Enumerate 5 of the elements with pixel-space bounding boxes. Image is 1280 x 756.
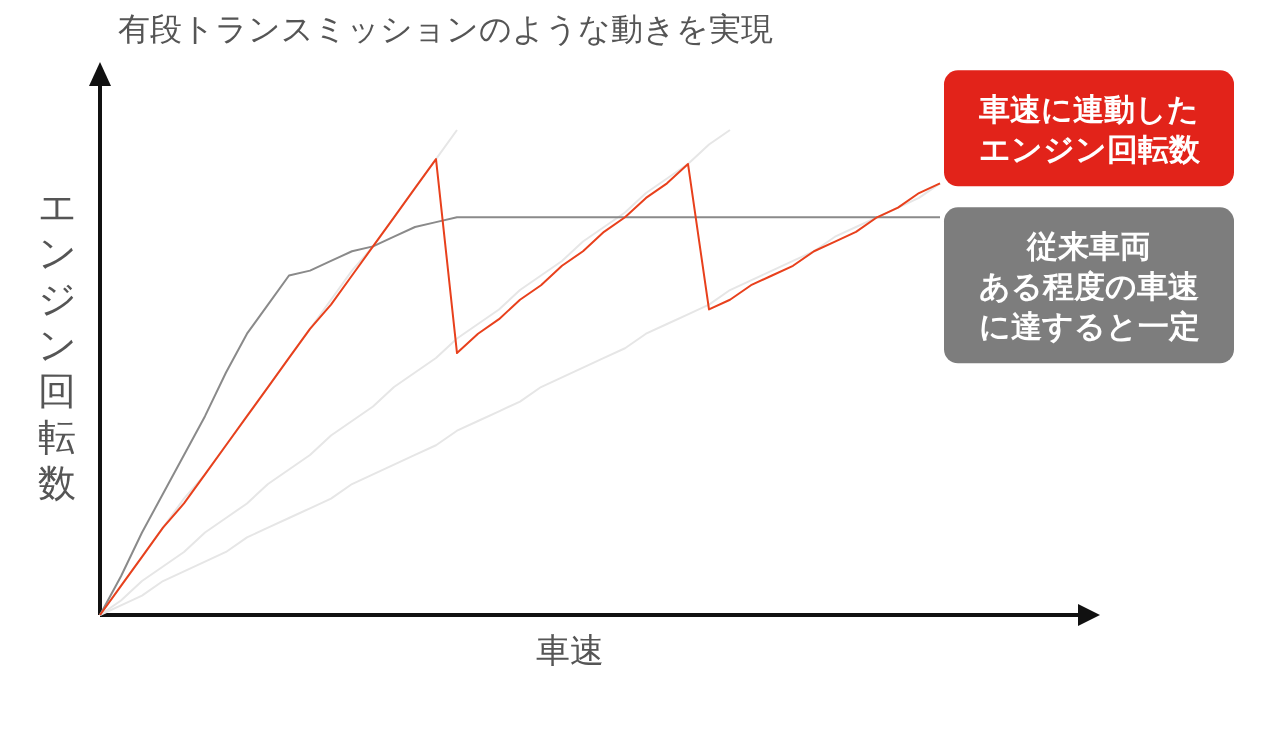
y-axis-title: エンジン回転数 [37, 185, 77, 505]
series-label: 従来車両ある程度の車速に達すると一定 [978, 228, 1200, 345]
x-axis-title: 車速 [536, 630, 604, 670]
series-label: 車速に連動したエンジン回転数 [978, 91, 1201, 168]
chart-title: 有段トランスミッションのような動きを実現 [118, 10, 773, 48]
